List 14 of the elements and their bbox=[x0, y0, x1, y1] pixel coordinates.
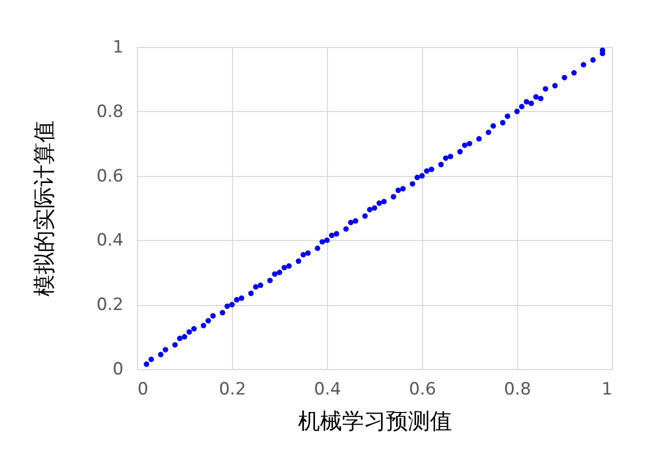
y-tick-label: 0.8 bbox=[96, 102, 124, 122]
y-tick-label: 0 bbox=[112, 360, 124, 380]
y-tick-label: 0.4 bbox=[96, 230, 124, 251]
x-tick-label: 1 bbox=[602, 380, 612, 400]
y-tick-label: 0.2 bbox=[96, 295, 124, 316]
y-tick-label: 0.6 bbox=[96, 166, 124, 186]
x-tick-label: 0.6 bbox=[408, 380, 436, 400]
x-tick-label: 0 bbox=[138, 380, 148, 400]
x-tick-label: 0.4 bbox=[314, 380, 342, 400]
x-tick-label: 0.2 bbox=[218, 380, 246, 400]
x-axis-title: 机械学习预测值 bbox=[298, 410, 452, 434]
y-axis-title: 模拟的实际计算值 bbox=[32, 120, 58, 296]
y-tick-label: 1 bbox=[112, 38, 124, 58]
x-tick-label: 0.8 bbox=[504, 380, 532, 400]
